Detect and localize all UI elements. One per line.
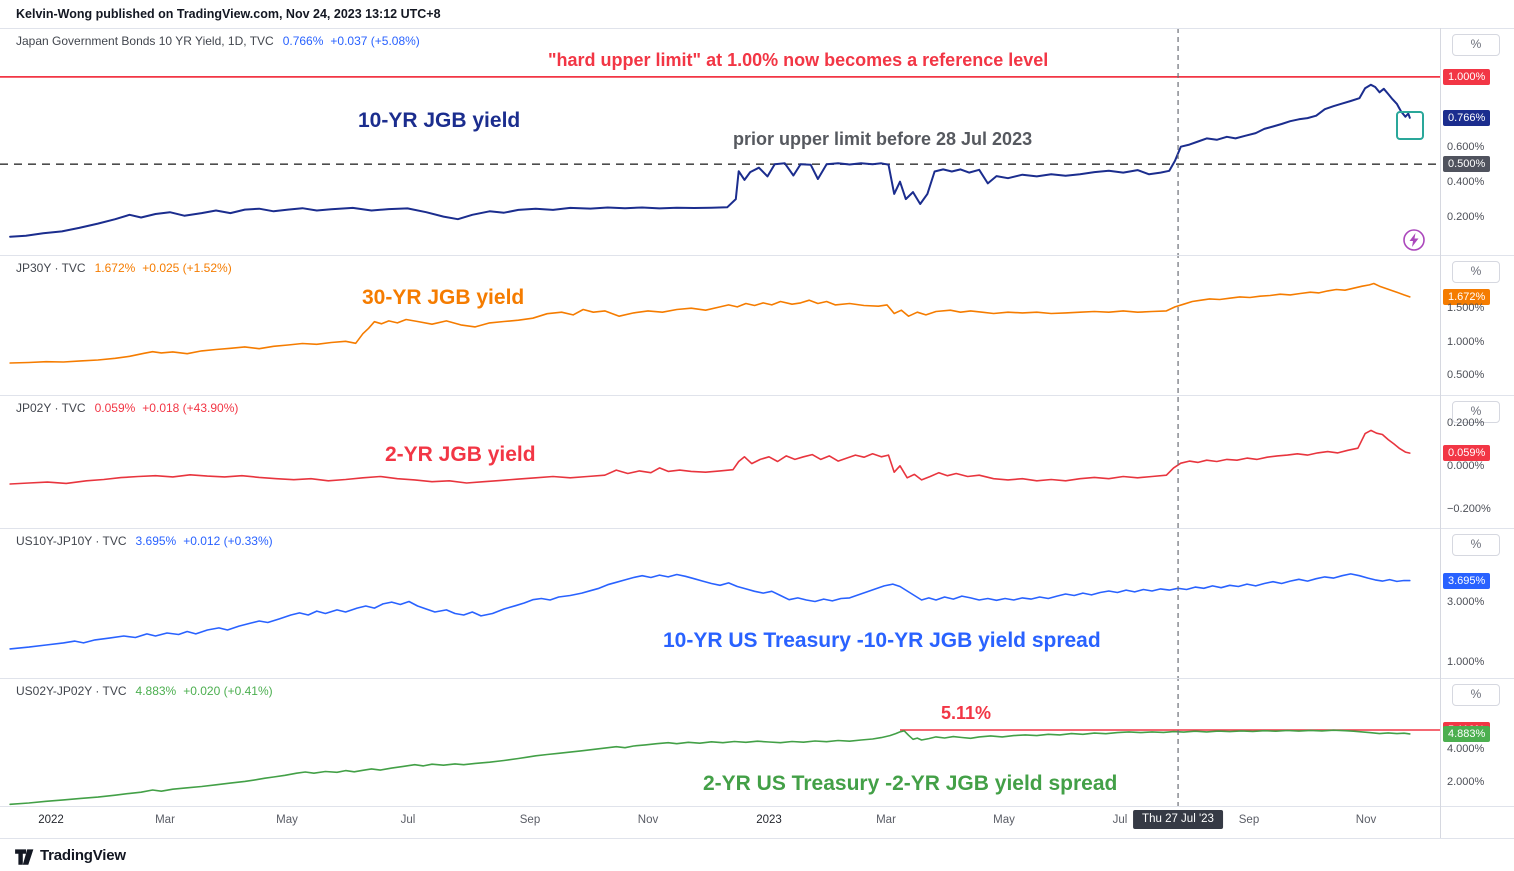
pane-separator (0, 395, 1514, 396)
series-line-jp30y[interactable] (9, 282, 1411, 364)
percent-scale-button[interactable]: % (1452, 684, 1500, 706)
axis-price-label: 0.200% (1447, 211, 1485, 223)
axis-price-label: 1.000% (1447, 336, 1485, 348)
axis-price-label: 0.200% (1447, 417, 1485, 429)
axis-price-label: −0.200% (1447, 503, 1491, 515)
time-axis-label: May (993, 814, 1015, 826)
pane-jp02y (9, 429, 1411, 485)
axis-price-label: 0.500% (1447, 369, 1485, 381)
pane-jp10y (0, 76, 1440, 238)
last-price-badge: 0.766% (1443, 110, 1491, 126)
percent-scale-button[interactable]: % (1452, 261, 1500, 283)
axis-price-label: 1.500% (1447, 302, 1485, 314)
last-price-badge: 0.059% (1443, 445, 1491, 461)
pane-separator (0, 678, 1514, 679)
pane-separator (0, 528, 1514, 529)
legend-change: +0.037 (+5.08%) (330, 34, 420, 48)
publish-header: Kelvin-Wong published on TradingView.com… (16, 7, 441, 21)
time-axis-label: Sep (1238, 814, 1260, 826)
axis-price-label: 4.000% (1447, 743, 1485, 755)
percent-scale-button[interactable]: % (1452, 534, 1500, 556)
legend-jp02y[interactable]: JP02Y · TVC 0.059% +0.018 (+43.90%) (16, 401, 238, 415)
axis-price-label: 3.000% (1447, 596, 1485, 608)
time-axis-label: Mar (155, 814, 175, 826)
time-axis-label: 2023 (756, 814, 782, 826)
last-price-badge: 4.883% (1443, 726, 1491, 742)
pane-jp30y (9, 282, 1411, 364)
legend-us10y-jp10y[interactable]: US10Y-JP10Y · TVC 3.695% +0.012 (+0.33%) (16, 534, 273, 548)
legend-last-value: 0.766% (282, 34, 324, 48)
pane-separator (0, 806, 1514, 807)
time-axis-label: Jul (400, 814, 416, 826)
last-price-badge: 1.000% (1443, 69, 1491, 85)
time-axis-label: Jul (1112, 814, 1128, 826)
time-axis-label: Mar (876, 814, 896, 826)
percent-scale-button[interactable]: % (1452, 34, 1500, 56)
legend-jp30y[interactable]: JP30Y · TVC 1.672% +0.025 (+1.52%) (16, 261, 232, 275)
series-line-us10y-jp10y[interactable] (9, 573, 1411, 650)
legend-change: +0.020 (+0.41%) (183, 684, 273, 698)
chart-annotation-text[interactable]: 30-YR JGB yield (362, 286, 525, 309)
pane-us10y-jp10y (9, 573, 1411, 650)
footer-bar: TradingView (0, 838, 1514, 871)
pane-separator (0, 838, 1514, 839)
lightning-bolt-icon (1403, 229, 1425, 251)
time-axis-label: Sep (519, 814, 541, 826)
chart-annotation-text[interactable]: 2-YR US Treasury -2-YR JGB yield spread (703, 772, 1118, 795)
time-axis-label: Nov (1355, 814, 1377, 826)
price-axis-border (1440, 28, 1441, 838)
legend-last-value: 0.059% (94, 401, 136, 415)
last-price-badge: 3.695% (1443, 573, 1491, 589)
flash-icon[interactable] (1402, 228, 1426, 252)
legend-change: +0.012 (+0.33%) (183, 534, 273, 548)
axis-price-label: 1.000% (1447, 656, 1485, 668)
series-line-jp02y[interactable] (9, 429, 1411, 485)
percent-scale-button[interactable]: % (1452, 401, 1500, 423)
legend-us02y-jp02y[interactable]: US02Y-JP02Y · TVC 4.883% +0.020 (+0.41%) (16, 684, 273, 698)
tradingview-wordmark[interactable]: TradingView (40, 847, 126, 864)
legend-last-value: 3.695% (135, 534, 177, 548)
chart-annotation-text[interactable]: 10-YR JGB yield (358, 109, 521, 132)
tradingview-logo-icon[interactable] (14, 845, 36, 867)
axis-price-label: 2.000% (1447, 776, 1485, 788)
chart-svg (0, 28, 1440, 806)
axis-price-label: 0.600% (1447, 141, 1485, 153)
axis-price-label: 0.000% (1447, 460, 1485, 472)
last-price-badge: 1.672% (1443, 289, 1491, 305)
legend-change: +0.025 (+1.52%) (142, 261, 232, 275)
chart-plot-area[interactable] (0, 28, 1440, 806)
series-line-jp10y[interactable] (9, 83, 1411, 238)
time-axis-label: May (276, 814, 298, 826)
legend-symbol: Japan Government Bonds 10 YR Yield, 1D, … (16, 34, 274, 48)
crosshair-date-badge: Thu 27 Jul '23 (1133, 810, 1223, 829)
pane-separator (0, 255, 1514, 256)
time-axis-label: Nov (637, 814, 659, 826)
legend-last-value: 1.672% (94, 261, 136, 275)
pane-us02y-jp02y (9, 729, 1440, 806)
chart-annotation-text[interactable]: 2-YR JGB yield (385, 443, 536, 466)
series-line-us02y-jp02y[interactable] (9, 729, 1411, 806)
flag-marker[interactable] (1396, 111, 1424, 140)
legend-symbol: JP30Y · TVC (16, 261, 86, 275)
pane-separator (0, 28, 1514, 29)
legend-change: +0.018 (+43.90%) (142, 401, 239, 415)
last-price-badge: 0.500% (1443, 156, 1491, 172)
legend-last-value: 4.883% (135, 684, 177, 698)
legend-jp10y[interactable]: Japan Government Bonds 10 YR Yield, 1D, … (16, 34, 420, 48)
chart-annotation-text[interactable]: 5.11% (941, 703, 992, 723)
time-axis-label: 2022 (38, 814, 64, 826)
chart-annotation-text[interactable]: 10-YR US Treasury -10-YR JGB yield sprea… (663, 629, 1101, 652)
axis-price-label: 0.400% (1447, 176, 1485, 188)
legend-symbol: US02Y-JP02Y · TVC (16, 684, 127, 698)
legend-symbol: JP02Y · TVC (16, 401, 86, 415)
legend-symbol: US10Y-JP10Y · TVC (16, 534, 127, 548)
chart-annotation-text[interactable]: prior upper limit before 28 Jul 2023 (733, 129, 1033, 149)
chart-annotation-text[interactable]: "hard upper limit" at 1.00% now becomes … (548, 50, 1049, 70)
